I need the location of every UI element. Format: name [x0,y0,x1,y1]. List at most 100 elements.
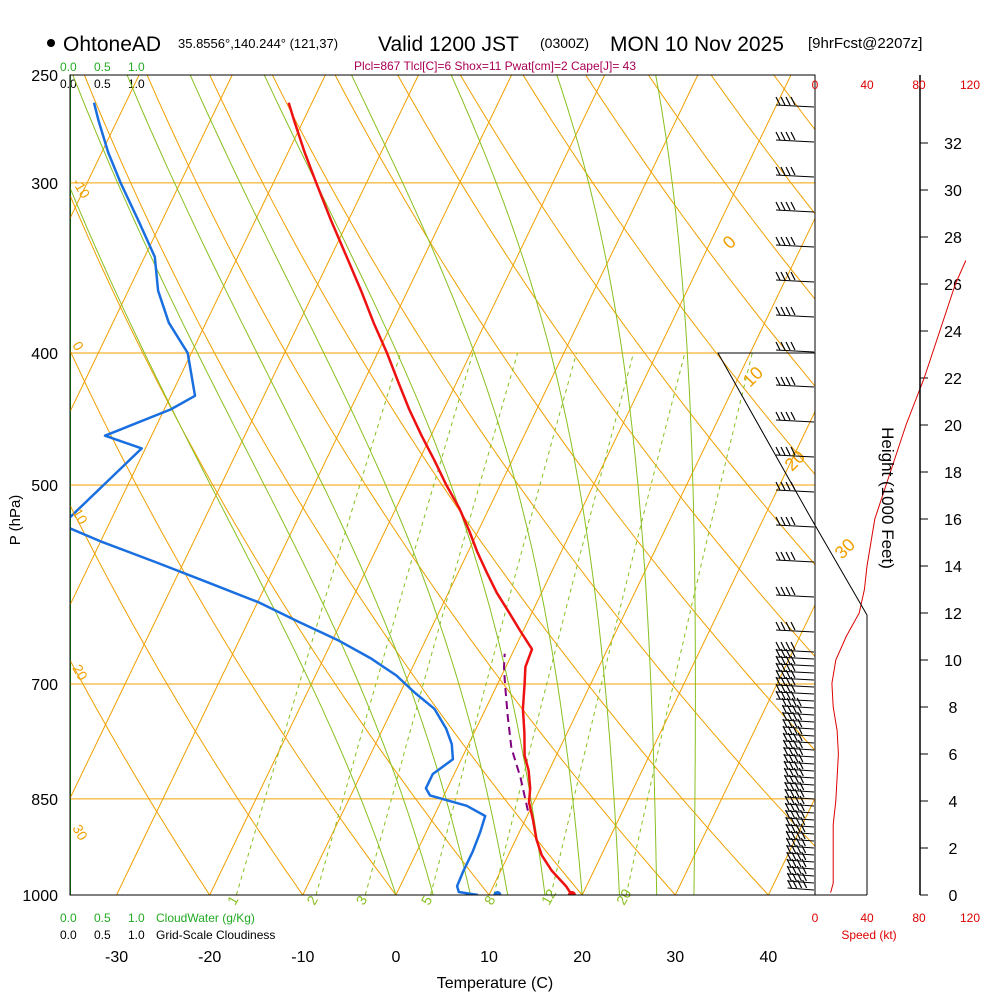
mixing-ratio-1 [235,352,402,895]
wind-barb-flag [788,753,794,763]
moist-adiabat-12 [189,75,509,895]
wind-barb-shaft [784,789,815,793]
wind-barb [783,746,815,758]
wind-barb-shaft [775,594,815,598]
dry-adiabat--20 [70,659,211,895]
wind-barb-flag [789,802,795,812]
wind-barb [775,676,815,688]
wind-barb-flag [780,481,786,491]
wind-barb-flag [785,641,791,651]
wind-barb [775,236,815,248]
wind-barb-flag [800,816,806,826]
wind-barb-flag [798,767,804,777]
wind-barb-flag [788,760,794,770]
pressure-tick-250: 250 [31,68,58,85]
moist-adiabat-0 [70,186,397,895]
wind-barb-flag [792,879,798,889]
height-tick-12: 12 [944,606,962,623]
wind-barb-flag [775,481,781,491]
wind-barb-flag [785,809,791,819]
height-tick-24: 24 [944,324,962,341]
dry-adiabat-40 [209,75,770,895]
wind-barb-flag [793,767,799,777]
wind-barb-flag [790,669,796,679]
wind-barb [784,781,815,793]
wind-barb-flag [785,830,791,840]
moist-adiabat-20 [351,75,583,895]
pressure-tick-700: 700 [31,677,58,694]
wind-barb-flag [790,641,796,651]
wind-barb-flag [781,704,787,714]
wind-barb-flag [793,774,800,784]
wind-barb-flag [790,131,796,141]
wind-barb-flag [781,697,787,707]
wind-barb-flag [780,648,786,658]
wind-barb-flag [799,802,805,812]
cw-bot-2: 1.0 [128,911,145,925]
wind-barb-flag [783,767,789,777]
wind-barb-shaft [775,454,815,458]
height-tick-16: 16 [944,512,962,529]
site-coords: 35.8556°,140.244° (121,37) [178,36,338,51]
pressure-tick-300: 300 [31,176,58,193]
wind-barb-flag [793,760,799,770]
wind-barb-flag [785,662,791,672]
wind-barb-flag [791,865,797,875]
wind-barb-flag [775,683,781,693]
wind-barb [775,411,815,423]
wind-barb-flag [797,718,803,728]
wind-barb-flag [791,872,797,882]
wind-barb-flag [799,788,805,798]
wind-barb [775,621,815,633]
site-marker-icon [47,39,55,47]
wind-barb-shaft [787,887,815,891]
theta-e-label-3: 30 [831,535,859,563]
wind-barb [785,830,815,842]
wind-barb-flag [790,837,796,847]
x-axis-title: Temperature (C) [437,975,553,992]
wind-barb [775,551,815,563]
wind-barb [775,131,815,143]
wind-barb-flag [790,481,796,491]
wind-barb-flag [790,551,796,561]
wind-barb-flag [785,96,791,106]
wind-barb-flag [780,411,786,421]
wind-barb-flag [795,830,801,840]
mixing-ratio-8 [493,352,634,895]
dewpoint-profile-line [70,102,487,895]
wind-barb-flag [789,788,795,798]
wind-barb-flag [787,718,793,728]
wind-barb-flag [775,641,781,651]
wind-barb-shaft [784,796,815,800]
height-tick-26: 26 [944,277,962,294]
wind-barb-flag [785,823,791,833]
wind-barb-flag [796,851,802,861]
wind-barb [775,306,815,318]
wind-barb-flag [787,711,793,721]
dry-adiabat-20 [83,75,583,895]
wind-barb-flag [785,271,791,281]
wind-barb-flag [780,516,786,526]
wind-barb [786,844,815,856]
wind-barb-flag [798,760,804,770]
wind-barb-flag [775,236,781,246]
wind-barb [783,767,815,779]
wind-barb [784,802,815,814]
theta-e-label-2: 20 [781,447,809,475]
wind-barb-flag [784,802,790,812]
wind-barb-flag [790,662,796,672]
wind-barb-flag [790,683,796,693]
wind-barb-shaft [775,629,815,633]
height-tick-22: 22 [944,371,962,388]
wind-barb-flag [775,166,781,176]
wind-barb-flag [780,662,786,672]
wind-barb [786,865,815,877]
wind-barb-shaft [775,349,815,353]
cloudiness-label: Grid-Scale Cloudiness [156,928,275,942]
wind-barb-shaft [785,831,815,835]
wind-barb-flag [800,809,806,819]
wind-barb-flag [798,774,805,784]
wind-barb-flag [775,201,781,211]
wind-barb-shaft [783,761,815,765]
